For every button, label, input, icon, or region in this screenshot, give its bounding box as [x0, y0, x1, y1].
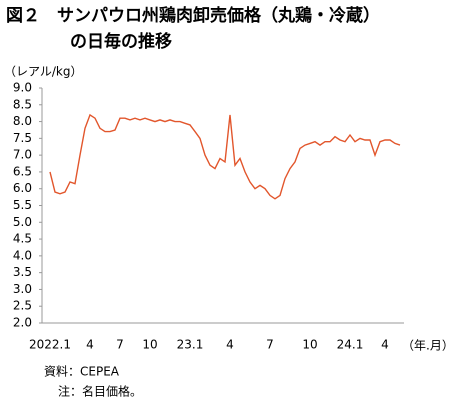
x-tick-label: 24.1: [337, 338, 364, 352]
note: 注：名目価格。: [58, 384, 142, 399]
x-tick-label: 10: [302, 338, 317, 352]
y-tick-label: 7.5: [13, 131, 32, 145]
y-tick-label: 2.0: [13, 316, 32, 330]
y-tick-label: 8.5: [13, 97, 32, 111]
y-axis-label: （レアル/kg）: [4, 65, 83, 79]
x-tick-label: 23.1: [177, 338, 204, 352]
y-tick-label: 8.0: [13, 114, 32, 128]
y-tick-label: 2.5: [13, 299, 32, 313]
chart-title: の日毎の推移: [70, 31, 172, 52]
y-tick-label: 9.0: [13, 81, 32, 95]
y-tick-label: 5.5: [13, 198, 32, 212]
y-tick-label: 3.5: [13, 265, 32, 279]
y-tick-label: 6.5: [13, 164, 32, 178]
x-tick-label: 7: [266, 338, 274, 352]
x-tick-label: 4: [86, 338, 94, 352]
note: 資料：CEPEA: [44, 365, 120, 379]
y-tick-label: 6.0: [13, 181, 32, 195]
x-tick-label: 10: [142, 338, 157, 352]
x-tick-label: 4: [381, 338, 389, 352]
x-tick-label: 7: [116, 338, 124, 352]
y-tick-label: 5.0: [13, 215, 32, 229]
data-line: [49, 113, 401, 200]
y-tick-label: 4.0: [13, 248, 32, 262]
x-axis-label: （年.月）: [402, 339, 450, 353]
x-tick-label: 4: [226, 338, 234, 352]
y-tick-label: 3.0: [13, 282, 32, 296]
chart-title: 図２ サンパウロ州鶏肉卸売価格（丸鶏・冷蔵）: [6, 5, 380, 26]
y-tick-label: 4.5: [13, 232, 32, 246]
x-tick-label: 2022.1: [29, 338, 71, 352]
y-tick-label: 7.0: [13, 148, 32, 162]
